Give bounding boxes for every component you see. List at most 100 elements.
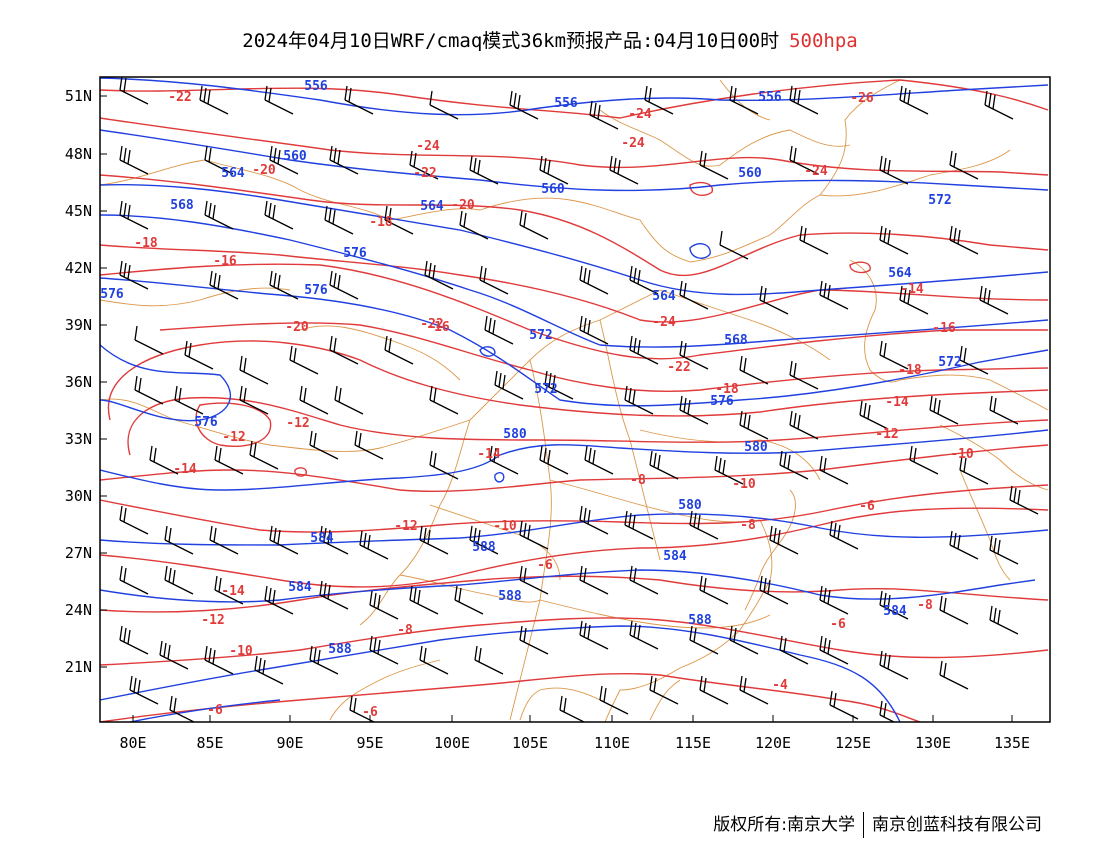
wind-barb [454, 585, 484, 615]
wind-barb [909, 445, 939, 475]
wind-barb [539, 155, 569, 185]
wind-barb [429, 90, 459, 120]
wind-barb [209, 525, 239, 555]
height-contour-label: 568 [724, 333, 748, 348]
copyright-footer: 版权所有:南京大学 南京创蓝科技有限公司 [713, 810, 1042, 838]
wind-barb [879, 650, 909, 680]
height-contour-label: 588 [472, 540, 496, 555]
height-contour-label: 572 [529, 328, 552, 343]
wind-barb [599, 685, 629, 715]
lon-tick-label: 95E [356, 734, 383, 752]
footer-separator [863, 812, 864, 838]
wind-barb [649, 450, 679, 480]
wind-barb [239, 355, 269, 385]
wind-barb [469, 525, 499, 555]
wind-barb [879, 700, 896, 722]
wind-barb [164, 565, 194, 595]
temperature-contour-label: -6 [362, 705, 378, 720]
temperature-contour-label: -14 [477, 447, 501, 462]
lat-tick-label: 39N [65, 316, 92, 334]
height-contours [100, 77, 1049, 722]
lon-tick-label: 105E [512, 734, 548, 752]
wind-barb [559, 695, 586, 722]
wind-barb [384, 205, 414, 235]
height-contour-label: 572 [928, 193, 951, 208]
wind-barb [519, 210, 549, 240]
temperature-contour-label: -10 [229, 644, 253, 659]
wind-barb [679, 340, 709, 370]
height-contour-label: 588 [498, 589, 522, 604]
wind-barb [134, 325, 164, 355]
wind-barb [879, 340, 909, 370]
height-contour-label: 560 [738, 166, 762, 181]
wind-barb [289, 345, 319, 375]
temperature-contour-label: -10 [493, 519, 517, 534]
wind-barb [429, 385, 459, 415]
wind-barb [424, 260, 454, 290]
wind-barb [624, 385, 654, 415]
temperature-contour-label: -24 [804, 164, 828, 179]
height-contour-label: 564 [652, 289, 676, 304]
temperature-contour-label: -8 [630, 473, 646, 488]
lat-tick-label: 51N [65, 87, 92, 105]
temperature-contour-label: -16 [213, 254, 237, 269]
temperature-contour-label: -12 [875, 427, 898, 442]
wind-barb [644, 85, 674, 115]
wind-barb [959, 455, 989, 485]
wind-barb [329, 335, 359, 365]
temperature-contour-label: -10 [950, 447, 974, 462]
wind-barb [799, 225, 829, 255]
lon-tick-label: 80E [119, 734, 146, 752]
wind-barb [479, 265, 509, 295]
height-contour-label: 576 [343, 246, 367, 261]
height-contour-label: 580 [744, 440, 768, 455]
lon-tick-label: 85E [196, 734, 223, 752]
wind-barb [329, 145, 359, 175]
wind-barb [899, 285, 929, 315]
wind-barb [254, 655, 284, 685]
wind-barb [1009, 485, 1039, 515]
height-contour-label: 576 [304, 283, 328, 298]
wind-barb [329, 270, 359, 300]
wind-barb [879, 590, 909, 620]
temperature-contour-label: -18 [715, 382, 739, 397]
lon-tick-label: 120E [755, 734, 791, 752]
height-contour-label: 564 [420, 199, 444, 214]
wind-barb [544, 370, 574, 400]
temperature-contour-label: -6 [537, 558, 553, 573]
lon-tick-label: 125E [835, 734, 871, 752]
wind-barb [319, 580, 349, 610]
temperature-contour-label: -18 [134, 236, 158, 251]
wind-barb [134, 375, 164, 405]
wind-barb [264, 200, 294, 230]
wind-barb [949, 225, 979, 255]
height-contour-label: 560 [541, 182, 565, 197]
lon-tick-label: 100E [434, 734, 470, 752]
temperature-contour-label: -24 [628, 107, 652, 122]
plot-frame [99, 76, 1051, 723]
lat-tick-label: 30N [65, 487, 92, 505]
lon-tick-label: 110E [594, 734, 630, 752]
wind-barb [249, 440, 279, 470]
wind-barb [779, 635, 809, 665]
wind-barb [494, 370, 524, 400]
temperature-contour-label: -6 [207, 703, 223, 718]
wind-barb [344, 85, 374, 115]
wind-barb [459, 210, 489, 240]
wind-barb [354, 430, 384, 460]
height-contour-label: 584 [288, 580, 312, 595]
wind-barb [819, 585, 849, 615]
wind-barb [759, 285, 789, 315]
wind-barb [119, 260, 149, 290]
wind-barb [119, 200, 149, 230]
wind-barb [769, 525, 799, 555]
wind-barb [629, 620, 659, 650]
wind-barb [899, 85, 929, 115]
lat-tick-label: 21N [65, 658, 92, 676]
wind-barb [579, 315, 609, 345]
wind-barb [164, 525, 194, 555]
lon-tick-label: 115E [675, 734, 711, 752]
temperature-contour-label: -6 [859, 499, 875, 514]
wind-barb [939, 595, 969, 625]
temperature-contour-label: -20 [285, 320, 309, 335]
